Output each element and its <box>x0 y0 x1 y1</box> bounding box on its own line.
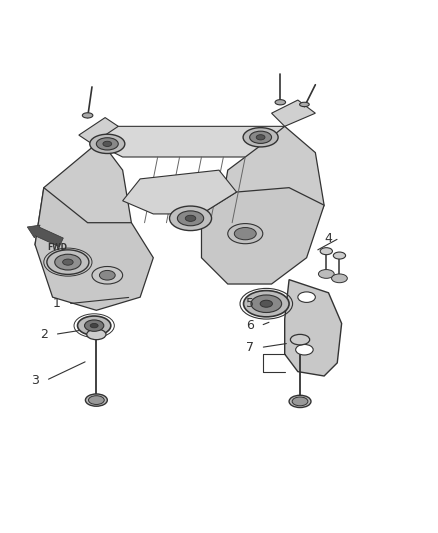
Ellipse shape <box>170 206 212 231</box>
Ellipse shape <box>318 270 334 278</box>
Text: 7: 7 <box>246 341 254 354</box>
Ellipse shape <box>103 141 112 147</box>
Polygon shape <box>79 118 118 144</box>
Ellipse shape <box>275 100 286 105</box>
Ellipse shape <box>243 128 278 147</box>
Ellipse shape <box>55 254 81 270</box>
Ellipse shape <box>47 250 89 274</box>
Polygon shape <box>272 100 315 126</box>
Ellipse shape <box>244 290 289 317</box>
Polygon shape <box>35 188 153 310</box>
Ellipse shape <box>99 270 115 280</box>
Ellipse shape <box>290 334 310 345</box>
Text: FWD: FWD <box>47 243 67 252</box>
Ellipse shape <box>63 259 73 265</box>
Ellipse shape <box>85 394 107 406</box>
Ellipse shape <box>92 266 123 284</box>
Ellipse shape <box>250 131 272 143</box>
Ellipse shape <box>296 344 313 355</box>
Ellipse shape <box>260 300 272 307</box>
Ellipse shape <box>256 135 265 140</box>
Ellipse shape <box>292 397 308 406</box>
Polygon shape <box>201 188 324 284</box>
Text: 3: 3 <box>31 374 39 387</box>
Text: 1: 1 <box>53 297 61 310</box>
Ellipse shape <box>87 329 106 340</box>
Ellipse shape <box>333 252 346 259</box>
Ellipse shape <box>177 211 204 226</box>
Ellipse shape <box>82 113 93 118</box>
Ellipse shape <box>88 395 104 405</box>
Ellipse shape <box>320 248 332 255</box>
Ellipse shape <box>289 395 311 408</box>
Ellipse shape <box>78 316 111 335</box>
Ellipse shape <box>298 292 315 302</box>
Ellipse shape <box>228 223 263 244</box>
FancyArrow shape <box>27 225 64 247</box>
Polygon shape <box>96 126 298 157</box>
Polygon shape <box>219 126 324 258</box>
Ellipse shape <box>234 228 256 240</box>
Polygon shape <box>35 144 131 275</box>
Ellipse shape <box>96 138 118 150</box>
Ellipse shape <box>90 324 98 328</box>
Text: 4: 4 <box>325 231 332 245</box>
Ellipse shape <box>332 274 347 282</box>
Text: 5: 5 <box>246 297 254 310</box>
Ellipse shape <box>185 215 196 221</box>
Text: 6: 6 <box>246 319 254 332</box>
Polygon shape <box>285 280 342 376</box>
Ellipse shape <box>300 102 309 107</box>
Text: 2: 2 <box>40 328 48 341</box>
Polygon shape <box>123 170 237 214</box>
Ellipse shape <box>90 134 125 154</box>
Ellipse shape <box>251 295 282 312</box>
Ellipse shape <box>85 320 104 332</box>
